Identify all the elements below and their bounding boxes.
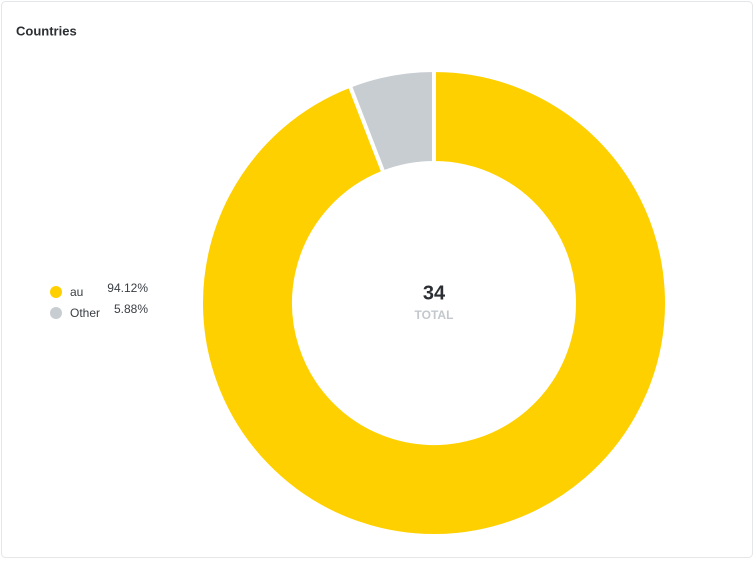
legend-value: 94.12%: [107, 281, 148, 295]
legend-marker: [50, 286, 62, 298]
legend-marker: [50, 307, 62, 319]
slice: [199, 67, 669, 538]
chart-title: Countries: [16, 23, 77, 38]
legend-value: 5.88%: [114, 302, 148, 316]
slice: [347, 67, 436, 176]
legend-label: Other: [70, 306, 100, 320]
total-value: 34: [423, 282, 446, 304]
legend-label: au: [70, 285, 83, 299]
total-label: TOTAL: [415, 308, 454, 322]
